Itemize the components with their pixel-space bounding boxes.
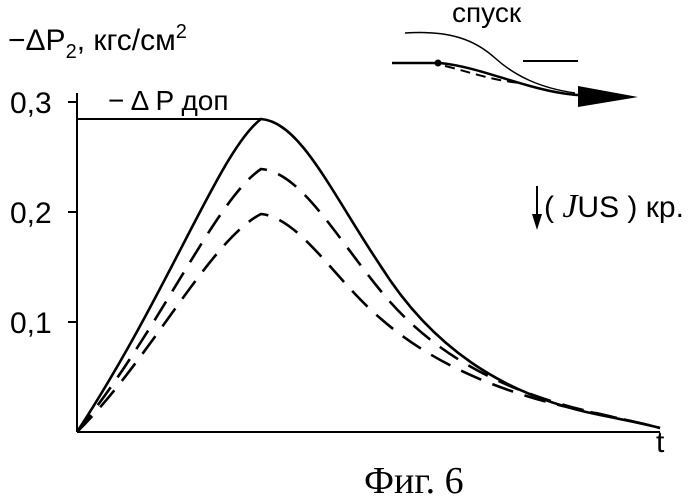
inset-label: спуск — [452, 0, 522, 28]
inset-lower-flow — [440, 63, 600, 96]
arrow-label: ( JUS ) кр. — [544, 188, 684, 225]
y-tick-label: 0,1 — [10, 307, 52, 340]
descent-inset: спуск — [392, 0, 638, 107]
inset-arrow-head — [578, 86, 638, 107]
y-tick-label: 0,2 — [10, 197, 52, 230]
y-tick-label: 0,3 — [10, 87, 52, 120]
y-ticks: 0,1 0,2 0,3 — [10, 87, 77, 340]
x-axis-label: t — [656, 426, 665, 459]
figure-caption: Фиг. 6 — [364, 460, 464, 500]
limit-label: − Δ P доп — [108, 85, 229, 116]
down-arrow-head — [532, 214, 542, 230]
y-axis-label: −ΔP2, кгс/см2 — [8, 21, 187, 63]
